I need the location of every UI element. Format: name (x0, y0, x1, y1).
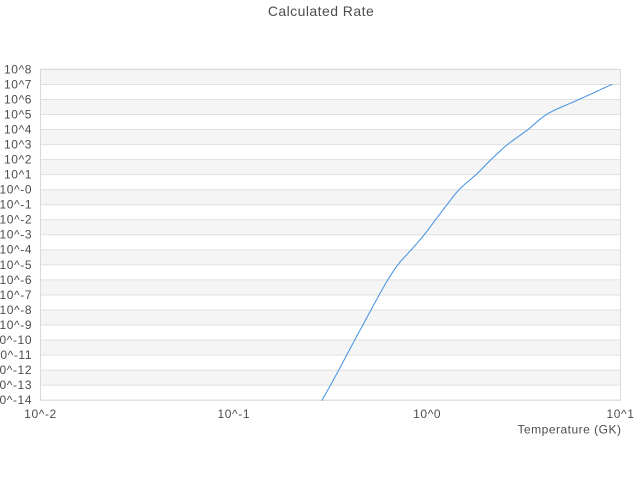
svg-text:10^-5: 10^-5 (0, 258, 32, 272)
svg-text:10^1: 10^1 (606, 407, 634, 421)
svg-text:10^8: 10^8 (4, 62, 32, 76)
svg-text:10^-13: 10^-13 (0, 378, 32, 392)
svg-text:10^2: 10^2 (4, 153, 32, 167)
svg-text:10^6: 10^6 (4, 92, 32, 106)
svg-text:10^-2: 10^-2 (24, 407, 57, 421)
svg-text:10^4: 10^4 (4, 122, 32, 136)
svg-text:10^-11: 10^-11 (0, 348, 32, 362)
svg-text:10^-10: 10^-10 (0, 333, 32, 347)
svg-text:10^-9: 10^-9 (0, 318, 32, 332)
svg-text:10^0: 10^0 (413, 407, 441, 421)
svg-text:10^1: 10^1 (4, 168, 32, 182)
svg-text:10^-12: 10^-12 (0, 363, 32, 377)
svg-text:10^-2: 10^-2 (0, 213, 32, 227)
svg-text:10^-8: 10^-8 (0, 303, 32, 317)
svg-text:10^-6: 10^-6 (0, 273, 32, 287)
svg-text:Calculated Rate: Calculated Rate (268, 3, 374, 19)
svg-text:10^-1: 10^-1 (0, 198, 32, 212)
svg-text:10^-14: 10^-14 (0, 393, 32, 407)
svg-text:Temperature (GK): Temperature (GK) (517, 423, 621, 437)
svg-text:10^-4: 10^-4 (0, 243, 32, 257)
svg-text:10^-0: 10^-0 (0, 183, 32, 197)
svg-text:10^-7: 10^-7 (0, 288, 32, 302)
svg-text:10^7: 10^7 (4, 77, 32, 91)
svg-text:10^-3: 10^-3 (0, 228, 32, 242)
svg-text:10^5: 10^5 (4, 107, 32, 121)
svg-text:10^3: 10^3 (4, 137, 32, 151)
svg-text:10^-1: 10^-1 (217, 407, 250, 421)
